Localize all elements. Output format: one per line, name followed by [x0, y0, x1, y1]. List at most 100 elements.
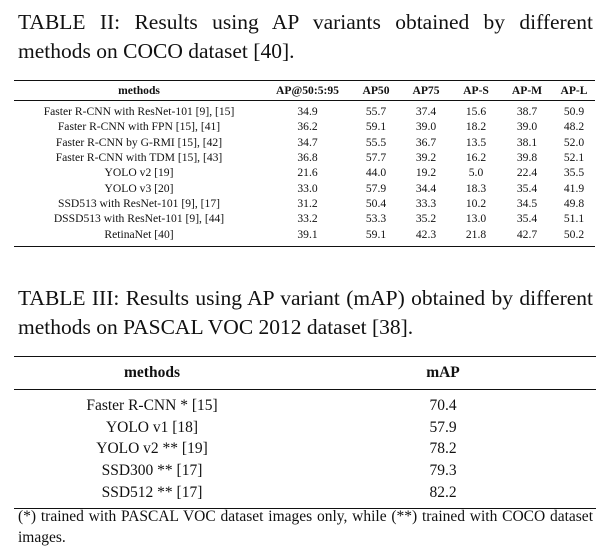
table2-cell: 55.7	[365, 105, 387, 119]
table2-cell: Faster R-CNN with ResNet-101 [9], [15]	[43, 105, 235, 119]
table2-cell: 35.2	[415, 212, 437, 226]
table2-cell: 15.6	[465, 105, 487, 119]
table2-cell: 42.3	[415, 227, 437, 241]
table2-cell: 38.1	[516, 135, 538, 149]
table2-cell: 35.4	[516, 212, 538, 226]
table2-cell: 33.3	[415, 196, 437, 210]
table2-cell: Faster R-CNN with TDM [15], [43]	[55, 151, 223, 165]
table2-cell: 18.3	[465, 181, 487, 195]
table2-cell: 51.1	[563, 212, 585, 226]
table3-header-cell: methods	[14, 356, 290, 390]
table2-cell: 19.2	[415, 166, 437, 180]
table2-cell: 34.4	[415, 181, 437, 195]
table3-header-row: methods mAP	[14, 356, 596, 390]
table3-header-cell: mAP	[290, 356, 596, 390]
table2-cell: 42.7	[516, 227, 538, 241]
table3-footnote: (*) trained with PASCAL VOC dataset imag…	[18, 508, 593, 546]
table2-cell: 18.2	[465, 120, 487, 134]
table2-header-row: methods AP@50:5:95 AP50 AP75 AP-S AP-M A…	[14, 80, 595, 101]
table-row: YOLO v1 [18] 57.9	[14, 417, 596, 439]
table2-cell: 39.1	[297, 227, 318, 241]
table2-cell: 33.2	[297, 212, 318, 226]
table2-cell: 49.8	[563, 196, 585, 210]
table2-header-cell: AP-L	[553, 80, 595, 101]
table2-caption: TABLE II: Results using AP variants obta…	[18, 10, 593, 63]
table2-header-cell: methods	[14, 80, 264, 101]
table2-cell: 35.4	[516, 181, 538, 195]
table2-cell: Faster R-CNN with FPN [15], [41]	[57, 120, 221, 134]
coco-results-table: methods AP@50:5:95 AP50 AP75 AP-S AP-M A…	[14, 80, 595, 247]
table-row: Faster R-CNN with TDM [15], [43] 36.8 57…	[14, 150, 595, 165]
table-row: Faster R-CNN with ResNet-101 [9], [15] 3…	[14, 101, 595, 120]
table2-cell: 59.1	[365, 227, 387, 241]
table2-cell: 57.7	[365, 151, 387, 165]
table3-cell: 57.9	[429, 418, 457, 436]
table2-cell: 39.8	[516, 151, 538, 165]
table2-header-cell: AP75	[401, 80, 451, 101]
table2-cell: 5.0	[468, 166, 484, 180]
table2-cell: 22.4	[516, 166, 538, 180]
table2-cell: 52.1	[563, 151, 585, 165]
table2-cell: 13.5	[465, 135, 487, 149]
table2-cell: Faster R-CNN by G-RMI [15], [42]	[55, 135, 223, 149]
table2-cell: 48.2	[563, 120, 585, 134]
table2-cell: YOLO v3 [20]	[104, 181, 174, 195]
table3-cell: 78.2	[429, 440, 457, 458]
table2-header-cell: AP-M	[501, 80, 553, 101]
table2-cell: 36.7	[415, 135, 437, 149]
table2-cell: 41.9	[563, 181, 585, 195]
table3-cell: 79.3	[429, 462, 457, 480]
table2-cell: RetinaNet [40]	[104, 227, 174, 241]
pascal-voc-results-table: methods mAP Faster R-CNN * [15] 70.4 YOL…	[14, 356, 596, 509]
table2-cell: 34.7	[297, 135, 318, 149]
table3-cell: SSD512 ** [17]	[101, 483, 203, 501]
table2-cell: 13.0	[465, 212, 487, 226]
table2-header-cell: AP@50:5:95	[264, 80, 351, 101]
table2-cell: 39.0	[516, 120, 538, 134]
table3-cell: Faster R-CNN * [15]	[86, 397, 218, 415]
table2-cell: 37.4	[415, 105, 437, 119]
table-row: RetinaNet [40] 39.1 59.1 42.3 21.8 42.7 …	[14, 226, 595, 246]
table2-header-cell: AP-S	[451, 80, 501, 101]
table-row: Faster R-CNN * [15] 70.4	[14, 390, 596, 417]
table2-cell: YOLO v2 [19]	[104, 166, 174, 180]
table2-cell: 21.6	[297, 166, 318, 180]
table-row: SSD300 ** [17] 79.3	[14, 460, 596, 482]
table-row: Faster R-CNN with FPN [15], [41] 36.2 59…	[14, 119, 595, 134]
table2-cell: 55.5	[365, 135, 387, 149]
table2-cell: DSSD513 with ResNet-101 [9], [44]	[53, 212, 225, 226]
table3-cell: 82.2	[429, 483, 457, 501]
table2-cell: 50.2	[563, 227, 585, 241]
table2-cell: 57.9	[365, 181, 387, 195]
table2-cell: 36.2	[297, 120, 318, 134]
table2-cell: 44.0	[365, 166, 387, 180]
table2-cell: 53.3	[365, 212, 387, 226]
table-row: SSD513 with ResNet-101 [9], [17] 31.2 50…	[14, 196, 595, 211]
table2-cell: 35.5	[563, 166, 585, 180]
table3-cell: SSD300 ** [17]	[101, 462, 203, 480]
table2-cell: 39.0	[415, 120, 437, 134]
table2-header-cell: AP50	[351, 80, 401, 101]
table2-cell: 21.8	[465, 227, 487, 241]
table2-cell: 34.9	[297, 105, 318, 119]
table-row: SSD512 ** [17] 82.2	[14, 481, 596, 508]
table2-cell: 50.4	[365, 196, 387, 210]
table2-cell: 39.2	[415, 151, 437, 165]
table2-cell: 52.0	[563, 135, 585, 149]
table2-cell: 50.9	[563, 105, 585, 119]
table2-cell: 33.0	[297, 181, 318, 195]
table2-cell: 59.1	[365, 120, 387, 134]
table2-cell: 36.8	[297, 151, 318, 165]
table2-cell: 34.5	[516, 196, 538, 210]
table2-cell: SSD513 with ResNet-101 [9], [17]	[58, 196, 220, 210]
table2-cell: 38.7	[516, 105, 538, 119]
table-row: DSSD513 with ResNet-101 [9], [44] 33.2 5…	[14, 211, 595, 226]
table-row: YOLO v3 [20] 33.0 57.9 34.4 18.3 35.4 41…	[14, 180, 595, 195]
table2-cell: 31.2	[297, 196, 318, 210]
table2-cell: 10.2	[465, 196, 487, 210]
table-row: YOLO v2 [19] 21.6 44.0 19.2 5.0 22.4 35.…	[14, 165, 595, 180]
table3-cell: YOLO v1 [18]	[105, 418, 199, 436]
table3-cell: YOLO v2 ** [19]	[96, 440, 208, 458]
table-row: YOLO v2 ** [19] 78.2	[14, 438, 596, 460]
table3-caption: TABLE III: Results using AP variant (mAP…	[18, 286, 593, 339]
